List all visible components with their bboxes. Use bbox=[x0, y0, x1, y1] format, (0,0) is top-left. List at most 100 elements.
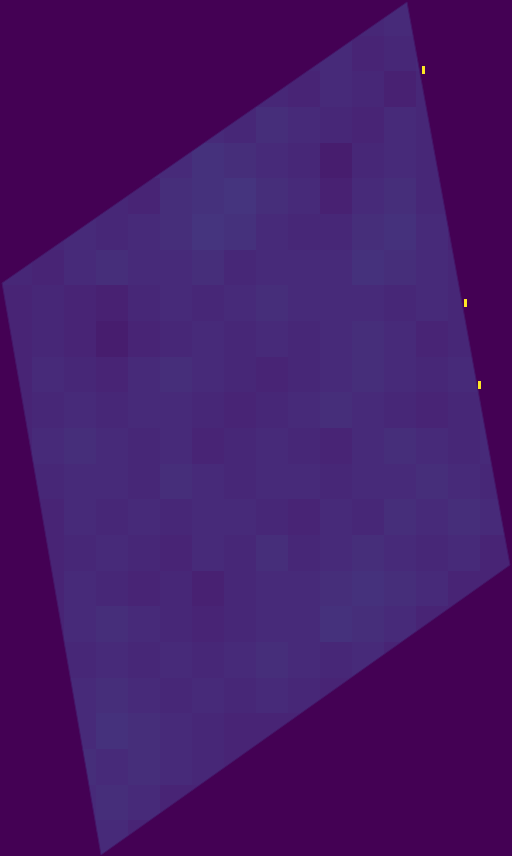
heat-cell bbox=[128, 285, 161, 321]
heat-cell bbox=[192, 321, 225, 357]
heat-cell bbox=[160, 357, 193, 393]
heat-cell bbox=[128, 571, 161, 607]
heat-cell bbox=[128, 820, 161, 856]
heat-cell bbox=[192, 713, 225, 749]
heat-cell bbox=[352, 713, 385, 749]
heat-cell bbox=[96, 749, 129, 785]
heat-cell bbox=[416, 357, 449, 393]
heat-cell bbox=[384, 606, 417, 642]
heat-cell bbox=[256, 214, 289, 250]
heat-cell bbox=[64, 749, 97, 785]
heat-cell bbox=[480, 428, 512, 464]
heat-cell bbox=[352, 143, 385, 179]
heat-cell bbox=[288, 749, 321, 785]
heat-cell bbox=[320, 0, 353, 36]
heat-cell bbox=[352, 250, 385, 286]
heat-cell bbox=[288, 392, 321, 428]
heat-cell bbox=[64, 285, 97, 321]
heat-cell bbox=[384, 428, 417, 464]
heat-cell bbox=[192, 214, 225, 250]
heat-cell bbox=[64, 107, 97, 143]
heat-cell bbox=[384, 214, 417, 250]
heat-cell bbox=[64, 499, 97, 535]
heat-cell bbox=[160, 571, 193, 607]
heat-cell bbox=[352, 571, 385, 607]
heat-cell bbox=[384, 535, 417, 571]
heat-cell bbox=[32, 713, 65, 749]
heat-cell bbox=[480, 749, 512, 785]
heat-cell bbox=[416, 321, 449, 357]
heat-cell bbox=[352, 535, 385, 571]
heat-cell bbox=[416, 143, 449, 179]
heat-cell bbox=[96, 642, 129, 678]
heat-cell bbox=[288, 571, 321, 607]
heat-cell bbox=[448, 499, 481, 535]
heat-cell bbox=[128, 0, 161, 36]
heat-cell bbox=[288, 535, 321, 571]
heat-cell bbox=[448, 606, 481, 642]
heat-cell bbox=[416, 535, 449, 571]
heat-cell bbox=[192, 357, 225, 393]
heat-cell bbox=[320, 143, 353, 179]
heat-cell bbox=[32, 36, 65, 72]
heat-cell bbox=[352, 357, 385, 393]
heat-cell bbox=[416, 285, 449, 321]
heat-cell bbox=[480, 214, 512, 250]
heat-cell bbox=[416, 464, 449, 500]
heat-cell bbox=[256, 820, 289, 856]
heat-cell bbox=[320, 820, 353, 856]
heat-cell bbox=[96, 285, 129, 321]
heat-cell bbox=[320, 321, 353, 357]
heat-cell bbox=[0, 321, 33, 357]
heat-cell bbox=[448, 749, 481, 785]
heat-cell bbox=[480, 642, 512, 678]
heat-cell bbox=[160, 713, 193, 749]
heat-cell bbox=[352, 749, 385, 785]
heat-cell bbox=[128, 107, 161, 143]
heat-cell bbox=[64, 214, 97, 250]
heat-cell bbox=[96, 535, 129, 571]
heat-cell bbox=[0, 820, 33, 856]
heat-cell bbox=[96, 428, 129, 464]
heat-cell bbox=[320, 357, 353, 393]
heat-cell bbox=[448, 321, 481, 357]
heat-cell bbox=[448, 392, 481, 428]
heat-cell bbox=[32, 143, 65, 179]
heat-cell bbox=[256, 428, 289, 464]
heat-cell bbox=[160, 820, 193, 856]
heat-cell bbox=[128, 428, 161, 464]
heat-cell bbox=[192, 0, 225, 36]
heat-cell bbox=[480, 71, 512, 107]
heat-cell bbox=[192, 428, 225, 464]
heat-cell bbox=[448, 678, 481, 714]
heat-cell bbox=[0, 143, 33, 179]
heat-cell bbox=[288, 820, 321, 856]
heat-cell bbox=[160, 250, 193, 286]
heat-cell bbox=[128, 321, 161, 357]
heat-cell bbox=[64, 606, 97, 642]
heat-cell bbox=[96, 107, 129, 143]
heat-cell bbox=[160, 749, 193, 785]
heat-cell bbox=[96, 499, 129, 535]
heat-cell bbox=[416, 214, 449, 250]
heat-cell bbox=[320, 571, 353, 607]
heat-cell bbox=[480, 713, 512, 749]
heat-cell bbox=[32, 0, 65, 36]
heat-cell bbox=[64, 428, 97, 464]
heat-cell bbox=[448, 785, 481, 821]
heat-cell bbox=[256, 357, 289, 393]
heat-cell bbox=[448, 0, 481, 36]
heat-cell bbox=[160, 285, 193, 321]
heat-cell bbox=[320, 36, 353, 72]
heat-cell bbox=[64, 357, 97, 393]
heat-cell bbox=[32, 214, 65, 250]
heat-cell bbox=[64, 820, 97, 856]
heat-cell bbox=[192, 785, 225, 821]
hot-pixel bbox=[464, 299, 467, 307]
heat-cell bbox=[96, 0, 129, 36]
heat-cell bbox=[128, 499, 161, 535]
heat-cell bbox=[416, 0, 449, 36]
heat-cell bbox=[96, 571, 129, 607]
heat-cell bbox=[96, 321, 129, 357]
heat-cell bbox=[384, 357, 417, 393]
